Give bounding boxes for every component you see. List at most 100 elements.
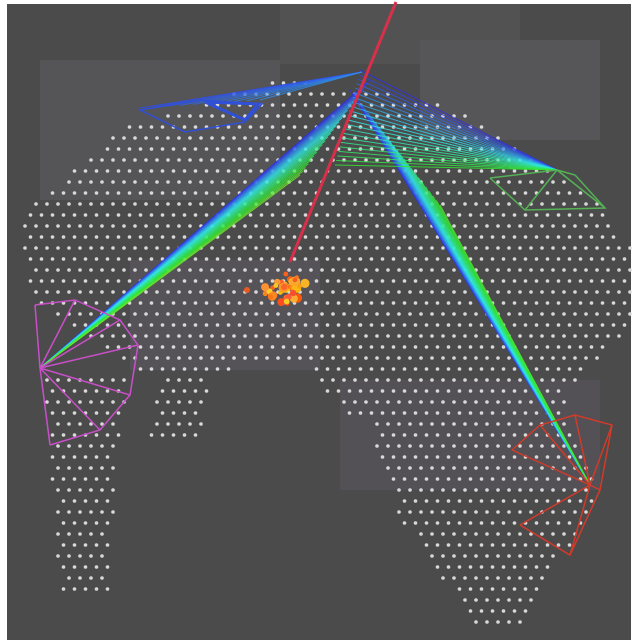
point: [441, 488, 445, 492]
point: [342, 334, 346, 338]
point: [215, 191, 220, 195]
frustum-edge: [39, 367, 101, 431]
point: [94, 389, 99, 393]
point: [562, 180, 566, 184]
point: [474, 598, 478, 602]
point: [292, 213, 297, 217]
point: [424, 543, 429, 547]
point: [397, 246, 401, 250]
point: [452, 532, 456, 536]
point: [111, 400, 115, 404]
point: [397, 202, 401, 206]
point: [408, 334, 412, 338]
point: [182, 389, 187, 393]
point: [133, 334, 137, 338]
point: [67, 554, 71, 558]
point: [243, 246, 247, 250]
point: [523, 433, 528, 437]
point: [567, 367, 572, 371]
point: [463, 554, 467, 558]
frustum-rim: [137, 99, 264, 133]
point: [485, 466, 489, 470]
point: [457, 411, 462, 415]
point: [67, 510, 71, 514]
point: [474, 180, 478, 184]
point: [463, 180, 467, 184]
point: [265, 202, 269, 206]
point: [182, 323, 187, 327]
point: [529, 532, 533, 536]
point: [474, 466, 478, 470]
point: [380, 345, 385, 349]
point: [452, 290, 456, 294]
point: [72, 169, 77, 173]
point: [155, 312, 159, 316]
point: [380, 169, 385, 173]
point: [611, 301, 616, 305]
point: [67, 466, 71, 470]
point: [155, 422, 159, 426]
point: [314, 213, 319, 217]
ray: [439, 204, 591, 486]
point: [309, 356, 313, 360]
point: [457, 323, 462, 327]
point: [545, 235, 550, 239]
point: [529, 466, 533, 470]
point: [523, 609, 528, 613]
point: [199, 114, 203, 118]
point: [413, 499, 418, 503]
point: [490, 411, 495, 415]
point: [89, 312, 93, 316]
point: [523, 565, 528, 569]
point: [353, 356, 357, 360]
point: [72, 543, 77, 547]
point: [67, 246, 71, 250]
frustum-edge: [589, 424, 613, 486]
point: [573, 202, 577, 206]
frustum-edge: [556, 169, 606, 209]
point: [61, 279, 66, 283]
point: [457, 367, 462, 371]
point: [606, 312, 610, 316]
point: [171, 191, 176, 195]
point: [507, 356, 511, 360]
point: [391, 257, 396, 261]
point: [474, 356, 478, 360]
point: [457, 389, 462, 393]
point: [61, 543, 66, 547]
point: [259, 257, 264, 261]
frustum-edge: [511, 449, 591, 486]
frustum-edge: [519, 484, 591, 526]
point: [413, 257, 418, 261]
point: [452, 488, 456, 492]
point: [391, 455, 396, 459]
point: [56, 400, 60, 404]
point: [375, 444, 379, 448]
point: [254, 356, 258, 360]
point: [595, 224, 599, 228]
point: [490, 345, 495, 349]
point: [457, 587, 462, 591]
point: [67, 202, 71, 206]
point: [78, 202, 82, 206]
point: [188, 400, 192, 404]
point: [523, 169, 528, 173]
point: [364, 312, 368, 316]
point: [342, 202, 346, 206]
point: [221, 202, 225, 206]
point: [402, 279, 407, 283]
point: [210, 334, 214, 338]
point: [94, 433, 99, 437]
point: [529, 180, 533, 184]
point: [204, 257, 209, 261]
ray: [340, 141, 558, 171]
point: [468, 301, 473, 305]
point: [446, 301, 451, 305]
point: [545, 477, 550, 481]
point: [397, 422, 401, 426]
point: [479, 257, 484, 261]
point: [441, 378, 445, 382]
point: [441, 202, 445, 206]
point: [397, 510, 401, 514]
point: [408, 290, 412, 294]
